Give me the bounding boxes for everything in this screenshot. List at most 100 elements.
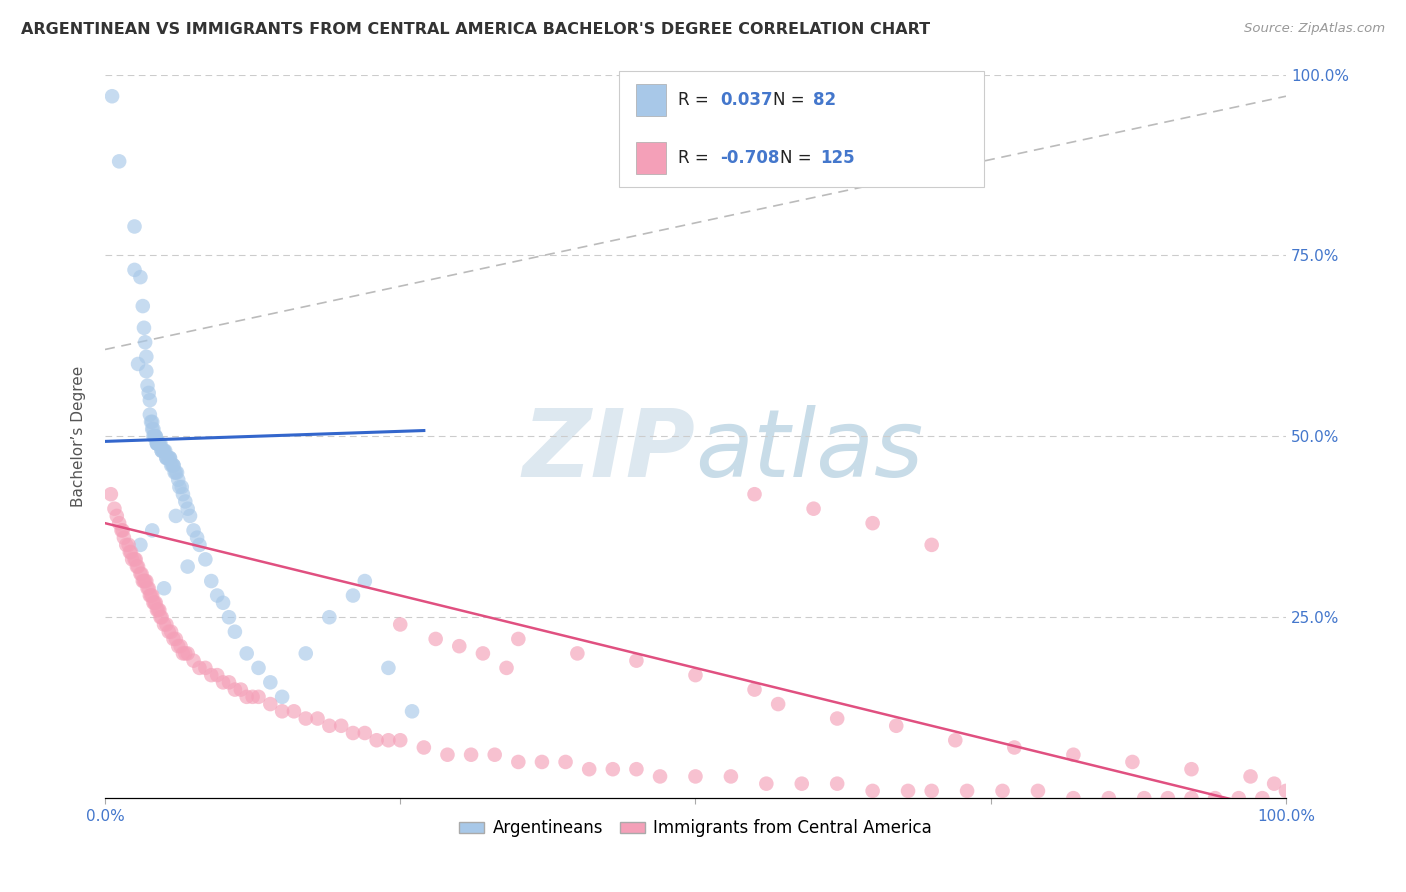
Point bbox=[125, 552, 148, 566]
Text: ARGENTINEAN VS IMMIGRANTS FROM CENTRAL AMERICA BACHELOR'S DEGREE CORRELATION CHA: ARGENTINEAN VS IMMIGRANTS FROM CENTRAL A… bbox=[21, 22, 931, 37]
Point bbox=[156, 450, 179, 465]
Point bbox=[685, 769, 707, 783]
Text: atlas: atlas bbox=[696, 405, 924, 496]
Point bbox=[602, 762, 624, 776]
Point bbox=[183, 654, 205, 668]
Point bbox=[1239, 769, 1261, 783]
Text: ZIP: ZIP bbox=[523, 405, 696, 497]
Point bbox=[318, 719, 340, 733]
Point bbox=[176, 501, 198, 516]
Point bbox=[229, 682, 252, 697]
Point bbox=[150, 610, 173, 624]
Point bbox=[1180, 791, 1202, 805]
Y-axis label: Bachelor’s Degree: Bachelor’s Degree bbox=[72, 366, 86, 507]
Point bbox=[165, 508, 187, 523]
Point bbox=[138, 582, 160, 596]
Point bbox=[271, 690, 294, 704]
Point bbox=[172, 487, 194, 501]
Point bbox=[425, 632, 447, 646]
Point bbox=[148, 436, 170, 450]
Point bbox=[1002, 740, 1025, 755]
Point bbox=[167, 473, 190, 487]
Point bbox=[129, 538, 152, 552]
Point bbox=[247, 690, 270, 704]
Point bbox=[224, 682, 246, 697]
Point bbox=[143, 429, 166, 443]
Point bbox=[155, 617, 177, 632]
Point bbox=[112, 531, 135, 545]
Point bbox=[567, 647, 589, 661]
Point bbox=[131, 566, 153, 581]
Point bbox=[153, 582, 176, 596]
Point bbox=[921, 538, 943, 552]
Point bbox=[142, 422, 165, 436]
Point bbox=[145, 596, 167, 610]
Point bbox=[803, 501, 825, 516]
Point bbox=[100, 487, 122, 501]
Point bbox=[1062, 747, 1084, 762]
Legend: Argentineans, Immigrants from Central America: Argentineans, Immigrants from Central Am… bbox=[453, 813, 938, 844]
Point bbox=[110, 524, 132, 538]
Point bbox=[825, 777, 848, 791]
Point bbox=[139, 589, 162, 603]
Point bbox=[956, 784, 979, 798]
Point bbox=[176, 559, 198, 574]
Point bbox=[125, 559, 148, 574]
Point bbox=[134, 335, 156, 350]
Point bbox=[146, 436, 169, 450]
Point bbox=[330, 719, 353, 733]
Text: 82: 82 bbox=[813, 91, 835, 110]
Point bbox=[235, 690, 257, 704]
Point bbox=[1026, 784, 1049, 798]
Point bbox=[103, 501, 125, 516]
Point bbox=[117, 538, 139, 552]
Point bbox=[127, 357, 149, 371]
Point bbox=[744, 682, 766, 697]
Point bbox=[142, 596, 165, 610]
Point bbox=[401, 704, 423, 718]
Point bbox=[353, 574, 375, 588]
Point bbox=[124, 552, 146, 566]
Point bbox=[141, 422, 163, 436]
Point bbox=[389, 617, 412, 632]
Point bbox=[136, 378, 159, 392]
Point bbox=[884, 719, 907, 733]
Point bbox=[148, 603, 170, 617]
Text: N =: N = bbox=[773, 91, 810, 110]
Point bbox=[626, 762, 648, 776]
Point bbox=[108, 154, 131, 169]
Point bbox=[342, 589, 364, 603]
Point bbox=[449, 639, 471, 653]
Point bbox=[142, 429, 165, 443]
Point bbox=[1098, 791, 1121, 805]
Point bbox=[155, 450, 177, 465]
Point bbox=[578, 762, 600, 776]
Point bbox=[143, 596, 166, 610]
Point bbox=[212, 596, 235, 610]
Point bbox=[484, 747, 506, 762]
Point bbox=[132, 574, 155, 588]
Point bbox=[174, 494, 197, 508]
Point bbox=[991, 784, 1014, 798]
Point bbox=[508, 755, 530, 769]
Point bbox=[530, 755, 553, 769]
Point bbox=[148, 436, 170, 450]
Point bbox=[1251, 791, 1274, 805]
Point bbox=[200, 574, 222, 588]
Point bbox=[174, 647, 197, 661]
Point bbox=[921, 784, 943, 798]
Point bbox=[943, 733, 966, 747]
Point bbox=[212, 675, 235, 690]
Point bbox=[183, 524, 205, 538]
Point bbox=[167, 639, 190, 653]
Point bbox=[205, 668, 228, 682]
Point bbox=[138, 385, 160, 400]
Point bbox=[495, 661, 517, 675]
Point bbox=[218, 675, 240, 690]
Point bbox=[307, 712, 329, 726]
Point bbox=[132, 574, 155, 588]
Point bbox=[412, 740, 434, 755]
Point bbox=[162, 458, 184, 473]
Point bbox=[377, 733, 399, 747]
Point bbox=[105, 508, 128, 523]
